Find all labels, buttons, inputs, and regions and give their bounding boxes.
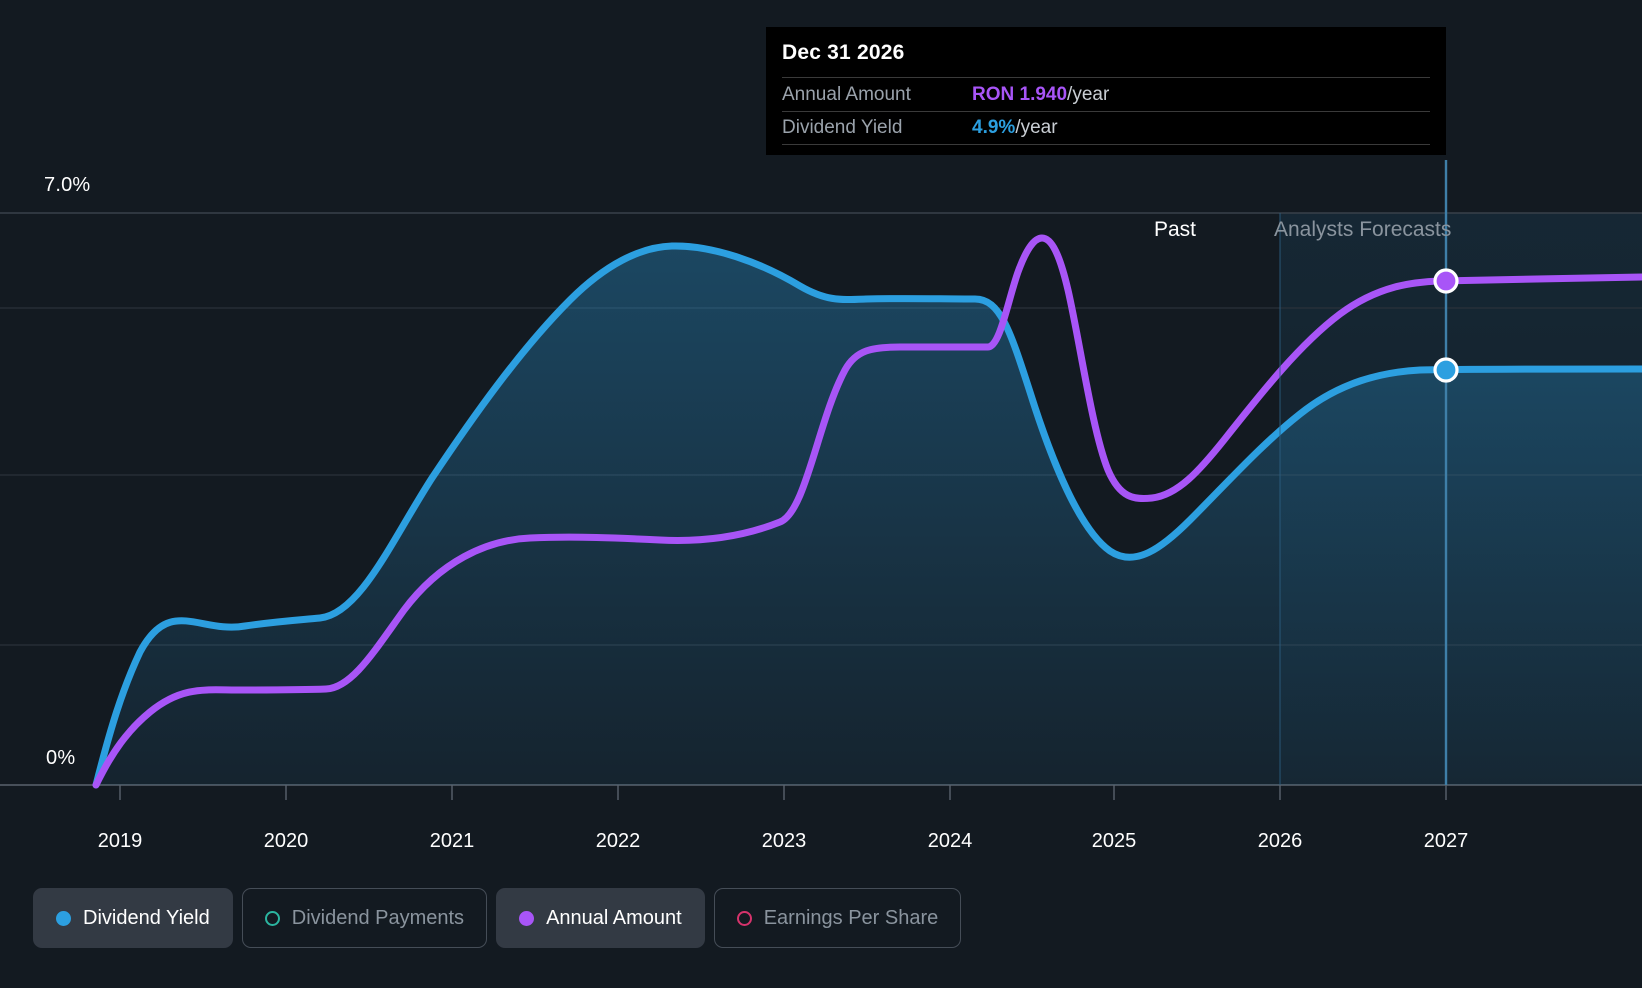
x-axis-tick-2024: 2024: [927, 830, 973, 852]
legend-label-dividend-yield: Dividend Yield: [83, 906, 210, 929]
legend-label-earnings-per-share: Earnings Per Share: [763, 906, 939, 929]
legend-item-dividend-payments[interactable]: Dividend Payments: [241, 888, 488, 948]
legend-label-annual-amount: Annual Amount: [546, 906, 682, 929]
x-axis-tick-2021: 2021: [429, 830, 475, 852]
tooltip-key-annual-amount: Annual Amount: [782, 83, 911, 105]
y-axis-label-max: 7.0%: [44, 174, 91, 196]
chart-legend: Dividend Yield Dividend Payments Annual …: [33, 888, 962, 948]
dividend-yield-line: [92, 242, 1642, 789]
legend-item-dividend-yield[interactable]: Dividend Yield: [33, 888, 233, 948]
tooltip-yield-suffix: /year: [1015, 117, 1058, 138]
x-axis-tick-2023: 2023: [761, 830, 807, 852]
x-axis-tick-2025: 2025: [1091, 830, 1137, 852]
x-axis-tick-2026: 2026: [1257, 830, 1303, 852]
dividend-yield-dot-icon: [56, 910, 71, 926]
chart-tooltip: Dec 31 2026 Annual Amount RON 1.940/year…: [766, 27, 1446, 155]
y-axis-label-min: 0%: [46, 747, 76, 769]
tooltip-amount-value: RON 1.940: [972, 83, 1068, 105]
x-axis-tick-2019: 2019: [97, 830, 143, 852]
forecast-period-label: Analysts Forecasts: [1274, 218, 1452, 241]
annual-amount-dot-icon: [519, 910, 535, 926]
legend-item-earnings-per-share[interactable]: Earnings Per Share: [713, 888, 962, 948]
tooltip-key-dividend-yield: Dividend Yield: [782, 117, 903, 138]
x-tick-marks: [119, 785, 1447, 800]
tooltip-row-annual-amount: Annual Amount RON 1.940/year: [782, 77, 1430, 111]
annual-amount-marker: [1433, 268, 1459, 294]
tooltip-yield-value: 4.9%: [972, 117, 1016, 138]
dividend-payments-dot-icon: [264, 910, 280, 926]
x-axis-tick-2022: 2022: [595, 830, 641, 852]
annual-amount-line: [92, 234, 1642, 789]
x-axis-tick-2027: 2027: [1423, 830, 1469, 852]
tooltip-amount-suffix: /year: [1067, 83, 1110, 105]
x-axis-tick-2020: 2020: [263, 830, 309, 852]
tooltip-value-annual-amount: RON 1.940/year: [972, 84, 1109, 106]
tooltip-date: Dec 31 2026: [782, 41, 905, 64]
tooltip-row-dividend-yield: Dividend Yield 4.9%/year: [782, 111, 1430, 145]
dividend-yield-area: [96, 245, 1642, 785]
legend-label-dividend-payments: Dividend Payments: [291, 906, 465, 929]
dividend-yield-marker: [1433, 357, 1459, 383]
past-period-label: Past: [1153, 218, 1196, 241]
tooltip-value-dividend-yield: 4.9%/year: [972, 117, 1058, 139]
legend-item-annual-amount[interactable]: Annual Amount: [496, 888, 705, 948]
earnings-per-share-dot-icon: [736, 910, 752, 926]
